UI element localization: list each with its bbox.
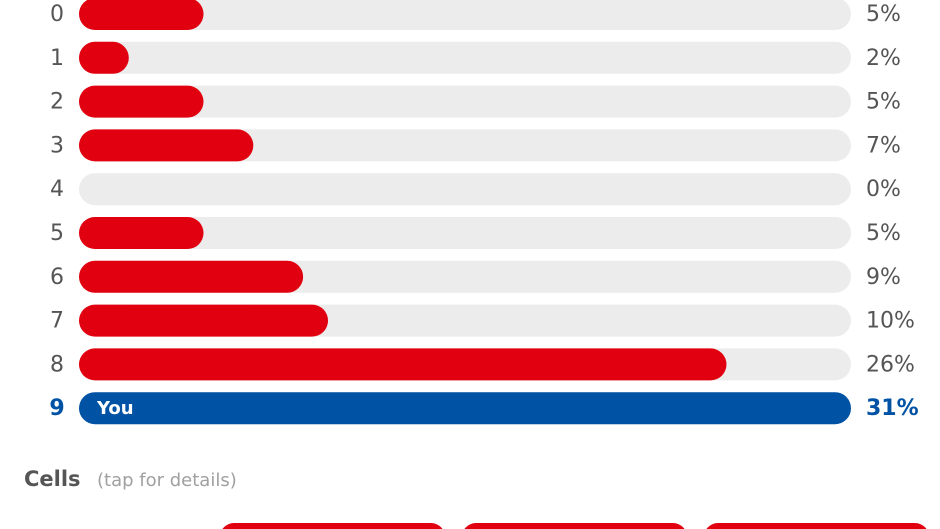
bar xyxy=(79,41,129,74)
value-label: 10% xyxy=(866,309,915,334)
value-label: 2% xyxy=(866,46,901,71)
bar-track xyxy=(79,173,851,206)
row-label: 9 xyxy=(49,396,64,421)
bar xyxy=(79,260,304,293)
bar xyxy=(79,348,727,381)
bar xyxy=(79,392,851,425)
bar-track xyxy=(79,217,851,249)
row-label: 1 xyxy=(50,46,64,71)
you-label: You xyxy=(96,398,134,419)
bar xyxy=(79,129,254,162)
cell-button[interactable] xyxy=(462,523,687,529)
bar xyxy=(79,304,329,337)
value-label: 31% xyxy=(866,396,919,421)
value-label: 26% xyxy=(866,352,915,377)
value-label: 5% xyxy=(866,90,901,115)
section-title: Cells xyxy=(24,467,81,491)
row-label: 5 xyxy=(50,221,64,246)
bar xyxy=(79,217,204,249)
bar xyxy=(79,85,204,118)
row-label: 0 xyxy=(50,2,64,27)
bar-track xyxy=(79,85,851,118)
row-label: 4 xyxy=(50,177,64,202)
row-label: 7 xyxy=(50,309,64,334)
value-label: 9% xyxy=(866,265,901,290)
row-label: 3 xyxy=(50,133,64,158)
value-label: 5% xyxy=(866,2,901,27)
value-label: 7% xyxy=(866,133,901,158)
bar-track xyxy=(79,0,851,30)
row-label: 2 xyxy=(50,90,64,115)
bar-track xyxy=(79,129,851,162)
bar-track xyxy=(79,41,851,74)
bar xyxy=(79,0,204,30)
cell-button[interactable] xyxy=(704,523,929,529)
row-label: 6 xyxy=(50,265,64,290)
cell-button[interactable] xyxy=(220,523,445,529)
section-hint[interactable]: (tap for details) xyxy=(97,470,237,491)
row-label: 8 xyxy=(50,352,64,377)
value-label: 0% xyxy=(866,177,901,202)
value-label: 5% xyxy=(866,221,901,246)
